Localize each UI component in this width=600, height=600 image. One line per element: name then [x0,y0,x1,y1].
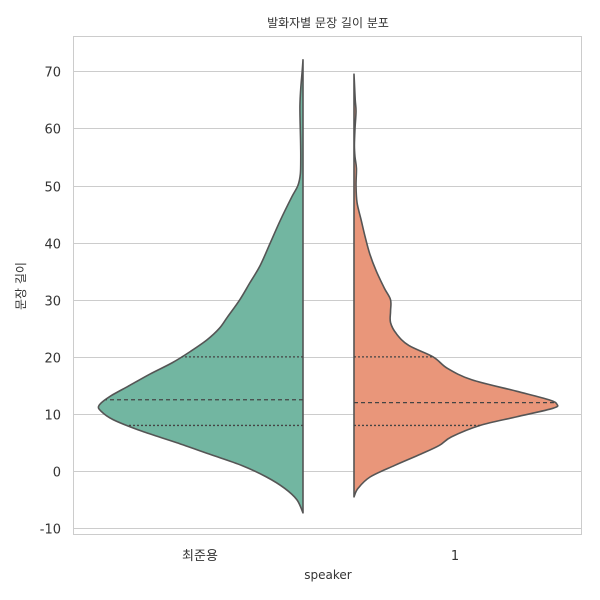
y-tick-label: 40 [44,238,61,253]
x-tick-label: 1 [451,549,459,564]
y-tick-label: 20 [44,352,61,367]
quartile-lines [105,356,554,427]
violin-body-0 [97,59,304,514]
x-axis-ticks: 최준용 1 [182,549,459,564]
plot-frame [73,36,582,535]
violins [97,59,559,514]
gridlines [74,71,581,529]
y-tick-label: -10 [40,523,61,538]
y-tick-label: 30 [44,295,61,310]
y-axis-ticks: -10 0 10 20 30 40 50 60 70 [40,66,61,538]
x-tick-label: 최준용 [182,549,218,564]
violin-body-1 [353,73,559,498]
y-tick-label: 50 [44,181,61,196]
y-tick-label: 60 [44,123,61,138]
chart-title: 발화자별 문장 길이 분포 [267,16,389,30]
x-axis-label: speaker [304,568,352,582]
y-tick-label: 10 [44,409,61,424]
y-tick-label: 70 [44,66,61,81]
y-tick-label: 0 [53,466,61,481]
y-axis-label: 문장 길이 [14,262,28,310]
